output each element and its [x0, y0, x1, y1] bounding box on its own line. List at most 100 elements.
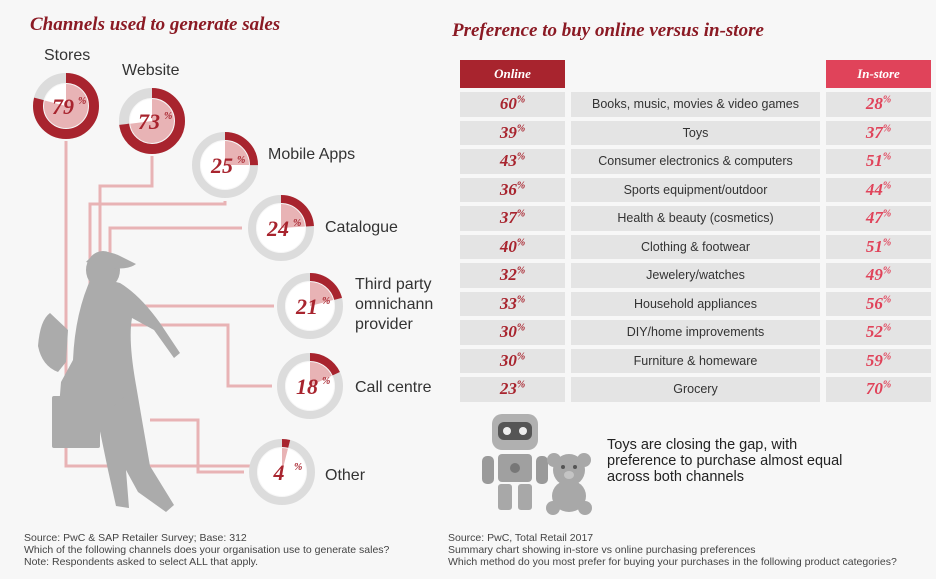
online-value: 23%: [460, 377, 565, 402]
category-label-text: Grocery: [673, 382, 718, 397]
online-value-text: 43: [499, 151, 517, 171]
donut-value: 73: [138, 109, 160, 134]
preference-table: Online In-store 60% Books, music, movies …: [460, 56, 931, 406]
table-row: 43% Consumer electronics & computers 51%: [460, 149, 931, 174]
donut-label: provider: [355, 316, 413, 333]
percent-sign: %: [164, 111, 172, 122]
table-row: 23% Grocery 70%: [460, 377, 931, 402]
table-row: 33% Household appliances 56%: [460, 291, 931, 316]
robot-toy-icon: [482, 414, 548, 510]
category-label: Health & beauty (cosmetics): [571, 206, 820, 231]
instore-value: 59%: [826, 348, 931, 373]
percent-sign: %: [516, 151, 526, 163]
percent-sign: %: [882, 94, 892, 106]
right-source-note: Source: PwC, Total Retail 2017 Summary c…: [448, 532, 897, 568]
online-value-text: 30: [499, 322, 517, 342]
percent-sign: %: [294, 462, 302, 473]
percent-sign: %: [882, 180, 892, 192]
instore-value-text: 56: [865, 293, 883, 313]
instore-value-text: 52: [865, 322, 883, 342]
percent-sign: %: [882, 322, 892, 334]
online-value: 40%: [460, 234, 565, 259]
left-source-line: Note: Respondents asked to select ALL th…: [24, 556, 259, 568]
percent-sign: %: [322, 376, 330, 387]
donut-label: Mobile Apps: [268, 146, 355, 163]
donut-arc: [277, 353, 343, 419]
donut-label: Website: [122, 62, 180, 79]
teddy-bear-icon: [546, 453, 592, 515]
instore-value: 44%: [826, 177, 931, 202]
category-label: Clothing & footwear: [571, 234, 820, 259]
online-value-text: 33: [499, 293, 517, 313]
category-label-text: Household appliances: [633, 296, 757, 311]
online-value: 43%: [460, 149, 565, 174]
instore-value-text: 70: [865, 379, 883, 399]
donut-6: 18% Call centre: [277, 353, 432, 419]
donut-label: Catalogue: [325, 219, 398, 236]
donut-arc: [33, 73, 99, 139]
category-label-text: Furniture & homeware: [633, 353, 758, 368]
instore-value: 37%: [826, 120, 931, 145]
percent-sign: %: [78, 96, 86, 107]
table-row: 60% Books, music, movies & video games 28%: [460, 92, 931, 117]
donut-label: Other: [325, 467, 366, 484]
category-label: Sports equipment/outdoor: [571, 177, 820, 202]
connector-line: [88, 201, 227, 290]
donut-value: 4: [273, 460, 285, 485]
table-row: 32% Jewelery/watches 49%: [460, 263, 931, 288]
toys-illustration: [482, 414, 592, 515]
online-value-text: 23: [499, 379, 517, 399]
right-source-line: Summary chart showing in-store vs online…: [448, 544, 756, 556]
instore-value-text: 51: [865, 236, 883, 256]
percent-sign: %: [516, 208, 526, 220]
percent-sign: %: [882, 294, 892, 306]
table-row: 30% DIY/home improvements 52%: [460, 320, 931, 345]
percent-sign: %: [516, 265, 526, 277]
online-value: 37%: [460, 206, 565, 231]
donut-5: 21 % Third party omnichann provider: [277, 273, 433, 339]
donut-2: 73 % Website: [119, 62, 185, 154]
donut-7: 4% Other: [249, 439, 366, 505]
online-value: 32%: [460, 263, 565, 288]
column-header-online: Online: [460, 60, 565, 88]
category-label-text: Jewelery/watches: [646, 268, 745, 283]
channels-donut-chart: 79 % Stores 73 % Website 25% Mobile Apps 24% Cata…: [33, 47, 433, 512]
online-value: 36%: [460, 177, 565, 202]
donut-value: 25: [210, 153, 233, 178]
right-source-line: Source: PwC, Total Retail 2017: [448, 532, 594, 544]
donut-4: 24% Catalogue: [248, 195, 398, 261]
online-value-text: 30: [499, 350, 517, 370]
left-source-note: Source: PwC & SAP Retailer Survey; Base:…: [24, 532, 389, 568]
online-value-text: 32: [499, 265, 517, 285]
category-label: DIY/home improvements: [571, 320, 820, 345]
percent-sign: %: [237, 155, 245, 166]
online-value-text: 39: [499, 122, 517, 142]
donut-fill-wedge: [281, 204, 305, 228]
category-label: Jewelery/watches: [571, 263, 820, 288]
percent-sign: %: [516, 123, 526, 135]
percent-sign: %: [882, 379, 892, 391]
instore-value-text: 44: [865, 179, 883, 199]
donut-arc: [249, 439, 315, 505]
category-label-text: Consumer electronics & computers: [598, 154, 793, 169]
percent-sign: %: [882, 265, 892, 277]
online-value: 30%: [460, 320, 565, 345]
online-value-text: 36: [499, 179, 517, 199]
left-source-line: Source: PwC & SAP Retailer Survey; Base:…: [24, 532, 247, 544]
category-label-text: Toys: [682, 125, 709, 140]
donut-label: Third party: [355, 276, 431, 293]
category-label-text: DIY/home improvements: [626, 325, 765, 340]
instore-value-text: 49: [865, 265, 883, 285]
category-label: Furniture & homeware: [571, 348, 820, 373]
category-label-text: Clothing & footwear: [640, 239, 751, 254]
percent-sign: %: [516, 322, 526, 334]
donut-fill-wedge: [225, 141, 249, 165]
donut-fill-wedge: [130, 99, 174, 143]
table-row: 37% Health & beauty (cosmetics) 47%: [460, 206, 931, 231]
online-value: 39%: [460, 120, 565, 145]
percent-sign: %: [882, 151, 892, 163]
percent-sign: %: [516, 351, 526, 363]
donut-arc: [119, 88, 185, 154]
percent-sign: %: [882, 123, 892, 135]
connector-line: [64, 141, 254, 468]
